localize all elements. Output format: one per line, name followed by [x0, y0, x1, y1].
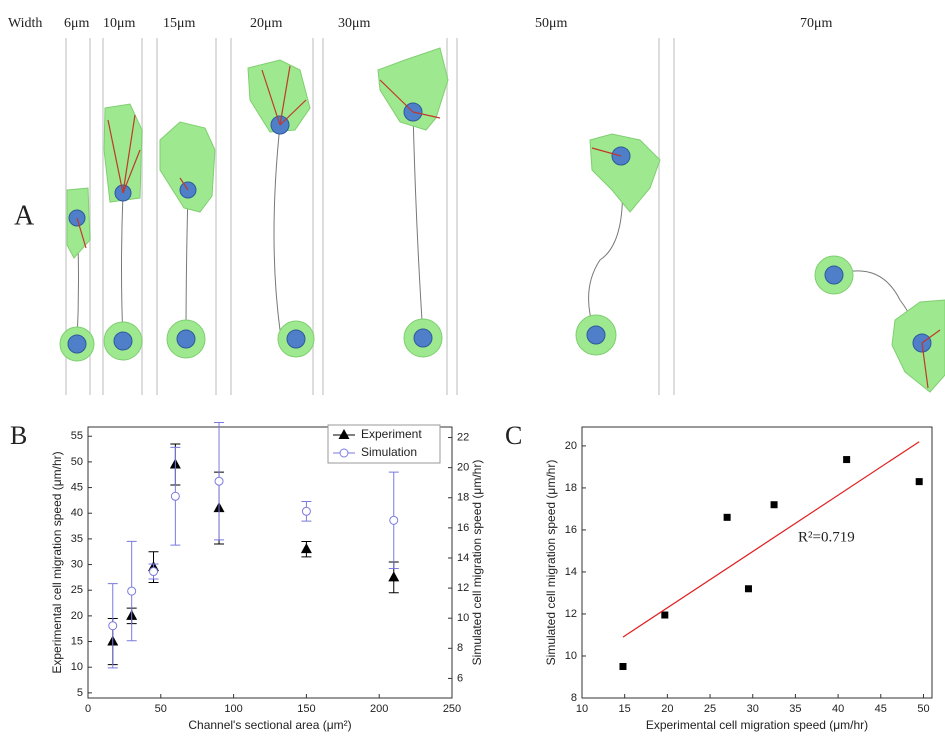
x-axis-label: Experimental cell migration speed (μm/hr… [646, 718, 868, 732]
y2-tick-label: 10 [457, 612, 469, 624]
width-label: Width [8, 16, 42, 31]
y2-tick-label: 6 [457, 672, 463, 684]
point [661, 612, 668, 619]
y-tick-label: 30 [71, 558, 83, 570]
x-tick-label: 30 [747, 703, 759, 715]
x-tick-label: 25 [704, 703, 716, 715]
panel-a-drawing [60, 38, 945, 395]
y-tick-label: 20 [565, 440, 577, 452]
panel-label: A [14, 200, 35, 231]
y-tick-label: 5 [77, 687, 83, 699]
y2-tick-label: 22 [457, 431, 469, 443]
y-tick-label: 45 [71, 481, 83, 493]
y2-tick-label: 16 [457, 522, 469, 534]
y-tick-label: 14 [565, 566, 577, 578]
legend-marker [340, 449, 348, 457]
filaments [77, 66, 940, 388]
point [388, 571, 399, 581]
point [171, 492, 179, 500]
point [128, 587, 136, 595]
x-tick-label: 15 [619, 703, 631, 715]
x-tick-label: 200 [370, 703, 388, 715]
point [619, 663, 626, 670]
x-tick-label: 150 [297, 703, 315, 715]
y-tick-label: 8 [571, 692, 577, 704]
y-tick-label: 18 [565, 482, 577, 494]
panel-label: C [505, 421, 522, 450]
width-label: 50μm [535, 16, 568, 31]
y2-tick-label: 12 [457, 582, 469, 594]
y-tick-label: 10 [565, 650, 577, 662]
y2-axis-label: Simulated cell migration speed (μm/hr) [470, 460, 484, 666]
panel-label: B [10, 421, 27, 450]
y-tick-label: 15 [71, 635, 83, 647]
x-tick-label: 35 [789, 703, 801, 715]
x-tick-label: 50 [917, 703, 929, 715]
point [109, 622, 117, 630]
point [771, 501, 778, 508]
y-tick-label: 55 [71, 430, 83, 442]
x-tick-label: 250 [443, 703, 461, 715]
x-tick-label: 45 [875, 703, 887, 715]
width-label: 6μm [64, 16, 90, 31]
y-tick-label: 50 [71, 456, 83, 468]
width-label: 30μm [338, 16, 371, 31]
x-tick-label: 10 [576, 703, 588, 715]
y-tick-label: 20 [71, 610, 83, 622]
x-axis-label: Channel's sectional area (μm²) [188, 718, 351, 732]
x-tick-label: 40 [832, 703, 844, 715]
y-tick-label: 16 [565, 524, 577, 536]
y2-tick-label: 8 [457, 642, 463, 654]
x-tick-label: 50 [155, 703, 167, 715]
annotation: R²=0.719 [798, 529, 855, 545]
y-tick-label: 25 [71, 584, 83, 596]
y-axis-label: Experimental cell migration speed (μm/hr… [50, 451, 64, 673]
y-axis-label: Simulated cell migration speed (μm/hr) [544, 460, 558, 666]
y-tick-label: 12 [565, 608, 577, 620]
width-label: 70μm [800, 16, 833, 31]
y-tick-label: 35 [71, 533, 83, 545]
x-tick-label: 100 [224, 703, 242, 715]
point [390, 516, 398, 524]
trend-line [623, 442, 919, 637]
width-label: 20μm [250, 16, 283, 31]
point [724, 514, 731, 521]
point [302, 507, 310, 515]
x-tick-label: 20 [661, 703, 673, 715]
y2-tick-label: 20 [457, 462, 469, 474]
point [843, 456, 850, 463]
y-tick-label: 40 [71, 507, 83, 519]
y-tick-label: 10 [71, 661, 83, 673]
point [150, 568, 158, 576]
y2-tick-label: 18 [457, 492, 469, 504]
legend-label: Experiment [361, 427, 422, 441]
x-tick-label: 0 [85, 703, 91, 715]
point [916, 478, 923, 485]
point [745, 585, 752, 592]
plot-frame [88, 427, 452, 698]
width-label: 10μm [103, 16, 136, 31]
legend-label: Simulation [361, 445, 417, 459]
point [215, 477, 223, 485]
point [301, 543, 312, 553]
figure: A Width 6μm 10μm 15μm 20μm 30μm 50μm 70μm B 0 50 1… [0, 0, 945, 738]
width-label: 15μm [163, 16, 196, 31]
y2-tick-label: 14 [457, 552, 469, 564]
